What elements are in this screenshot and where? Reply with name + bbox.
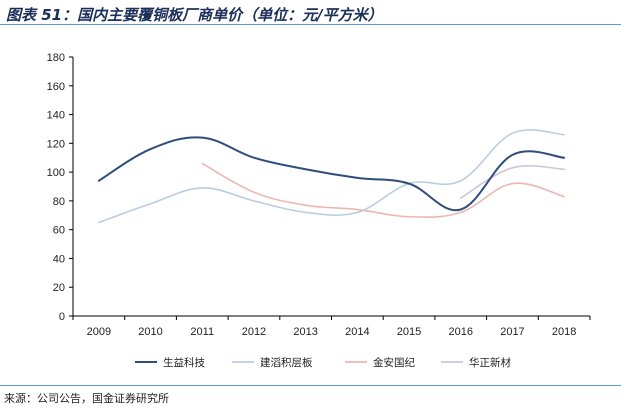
x-tick-label: 2018 — [552, 326, 576, 338]
series-line — [98, 129, 565, 224]
x-tick-label: 2009 — [87, 326, 111, 338]
legend-label: 华正新材 — [469, 356, 511, 369]
y-tick-label: 40 — [53, 253, 65, 265]
y-tick-label: 180 — [47, 52, 65, 64]
chart-title: 图表 51：国内主要覆铜板厂商单价（单位：元/平方米） — [6, 6, 383, 24]
series-line — [97, 136, 566, 212]
x-tick-label: 2014 — [345, 326, 369, 338]
legend-label: 金安国纪 — [373, 356, 415, 369]
source-note: 来源：公司公告，国金证券研究所 — [4, 392, 169, 405]
x-tick-label: 2011 — [190, 326, 214, 338]
series-line — [459, 164, 565, 199]
y-tick-label: 140 — [47, 110, 65, 122]
x-tick-label: 2015 — [397, 326, 421, 338]
y-tick-label: 100 — [47, 167, 65, 179]
x-tick-label: 2017 — [500, 326, 524, 338]
title-divider — [0, 24, 621, 25]
source-divider — [0, 385, 621, 386]
y-tick-label: 80 — [53, 196, 65, 208]
legend-label: 生益科技 — [163, 356, 205, 369]
x-tick-label: 2012 — [242, 326, 266, 338]
x-tick-label: 2016 — [449, 326, 473, 338]
series-line — [201, 162, 565, 218]
x-tick-label: 2010 — [138, 326, 162, 338]
y-tick-label: 120 — [47, 138, 65, 150]
y-tick-label: 20 — [53, 282, 65, 294]
legend-label: 建滔积层板 — [260, 356, 313, 369]
x-tick-label: 2013 — [293, 326, 317, 338]
y-tick-label: 0 — [59, 311, 65, 323]
y-tick-label: 160 — [47, 81, 65, 93]
y-tick-label: 60 — [53, 225, 65, 237]
